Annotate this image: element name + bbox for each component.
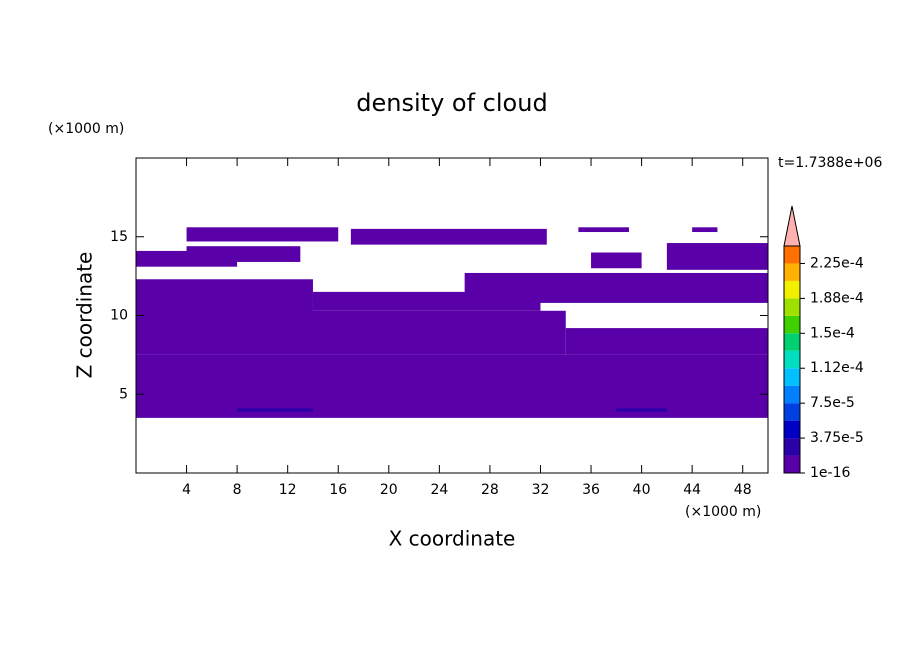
colorbar-tick-label: 3.75e-5: [810, 430, 864, 446]
y-unit: (×1000 m): [48, 121, 124, 137]
colorbar-tick-label: 2.25e-4: [810, 255, 864, 271]
x-unit: (×1000 m): [685, 504, 761, 520]
x-tick-label: 4: [182, 482, 191, 498]
cloud-region: [464, 272, 768, 303]
colorbar-band: [784, 333, 800, 351]
y-tick-label: 10: [110, 308, 128, 324]
x-tick-label: 8: [233, 482, 242, 498]
colorbar-tick-label: 1.12e-4: [810, 360, 864, 376]
colorbar-band: [784, 368, 800, 386]
y-axis-label: Z coordinate: [73, 252, 97, 379]
colorbar-tick-label: 1.88e-4: [810, 290, 864, 306]
y-tick-label: 15: [110, 229, 128, 245]
cloud-region: [136, 310, 566, 355]
chart-title: density of cloud: [356, 89, 547, 117]
time-label: t=1.7388e+06: [778, 155, 882, 171]
x-tick-label: 48: [734, 482, 752, 498]
colorbar-tick-label: 7.5e-5: [810, 395, 855, 411]
cloud-region: [136, 354, 768, 418]
colorbar-band: [784, 246, 800, 264]
colorbar-band: [784, 403, 800, 421]
x-tick-label: 20: [380, 482, 398, 498]
y-tick-label: 5: [119, 386, 128, 402]
cloud-region: [578, 227, 629, 233]
cloud-region: [186, 227, 339, 242]
cloud-region: [666, 243, 768, 270]
cloud-region: [186, 246, 301, 262]
cloud-region: [350, 228, 547, 245]
colorbar-tick-label: 1.5e-4: [810, 325, 855, 341]
colorbar-band: [784, 455, 800, 473]
cloud-region: [591, 252, 642, 269]
colorbar-band: [784, 385, 800, 404]
colorbar-band: [784, 315, 800, 334]
colorbar-band: [784, 350, 800, 369]
colorbar-band: [784, 420, 800, 439]
colorbar-band: [784, 280, 800, 299]
x-tick-label: 40: [633, 482, 651, 498]
colorbar-band: [784, 263, 800, 281]
colorbar-band: [784, 298, 800, 316]
cloud-region: [237, 408, 313, 412]
x-tick-label: 16: [329, 482, 347, 498]
cloud-region: [616, 408, 667, 412]
x-axis-label: X coordinate: [389, 527, 516, 551]
x-tick-label: 24: [430, 482, 448, 498]
x-tick-label: 12: [279, 482, 297, 498]
x-tick-label: 28: [481, 482, 499, 498]
x-tick-label: 36: [582, 482, 600, 498]
x-tick-label: 44: [683, 482, 701, 498]
cloud-region: [565, 328, 768, 355]
cloud-region: [136, 279, 313, 316]
cloud-region: [692, 227, 718, 233]
x-tick-label: 32: [532, 482, 550, 498]
colorbar-tick-label: 1e-16: [810, 465, 850, 481]
colorbar-band: [784, 438, 800, 456]
colorbar-extension: [783, 205, 801, 247]
